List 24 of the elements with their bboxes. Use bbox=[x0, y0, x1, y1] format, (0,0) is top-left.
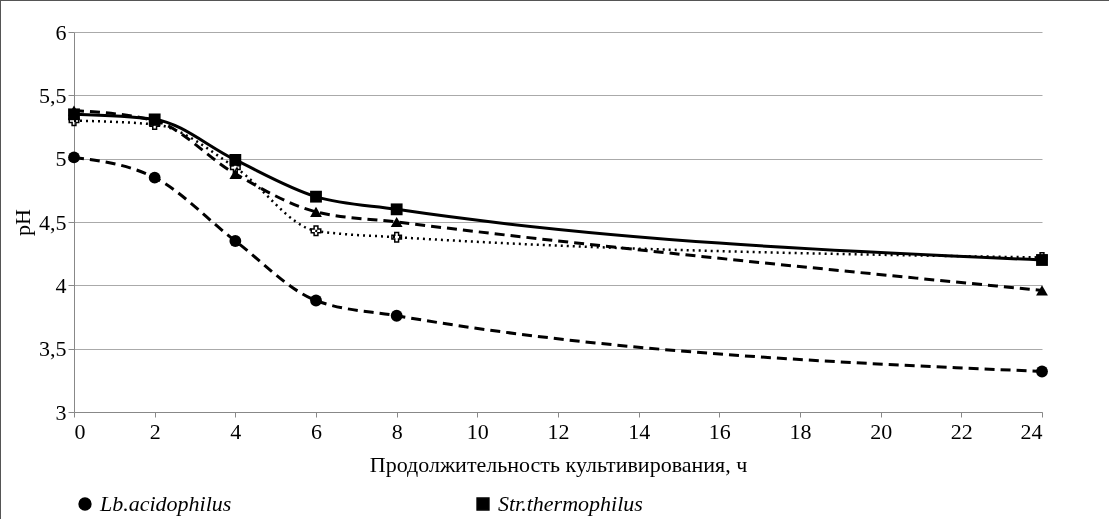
y-tick-label: 5 bbox=[55, 146, 67, 172]
y-axis-title: pH bbox=[10, 208, 35, 236]
x-tick-label: 18 bbox=[789, 418, 812, 444]
x-axis-title: Продолжительность культивирования, ч bbox=[369, 451, 748, 477]
x-tick-label: 20 bbox=[870, 418, 893, 444]
y-tick-label: 6 bbox=[55, 19, 67, 45]
y-tick-label: 3,5 bbox=[39, 336, 67, 362]
y-tick-label: 4 bbox=[55, 272, 67, 298]
x-tick-label: 4 bbox=[230, 418, 242, 444]
y-tick-label: 4,5 bbox=[39, 209, 67, 235]
x-tick-label: 6 bbox=[311, 418, 322, 444]
x-tick-label: 0 bbox=[74, 418, 86, 444]
x-tick-label: 10 bbox=[466, 418, 489, 444]
x-tick-label: 12 bbox=[547, 418, 570, 444]
x-tick-label: 16 bbox=[708, 418, 731, 444]
x-tick-label: 24 bbox=[1020, 418, 1043, 444]
y-tick-label: 5,5 bbox=[39, 82, 67, 108]
x-tick-label: 22 bbox=[950, 418, 973, 444]
legend-label: Str.thermophilus bbox=[498, 491, 643, 516]
x-tick-label: 2 bbox=[149, 418, 161, 444]
legend-label: Lb.acidophilus bbox=[99, 491, 232, 516]
x-tick-label: 14 bbox=[628, 418, 651, 444]
y-tick-label: 3 bbox=[55, 399, 67, 425]
x-tick-label: 8 bbox=[391, 418, 403, 444]
